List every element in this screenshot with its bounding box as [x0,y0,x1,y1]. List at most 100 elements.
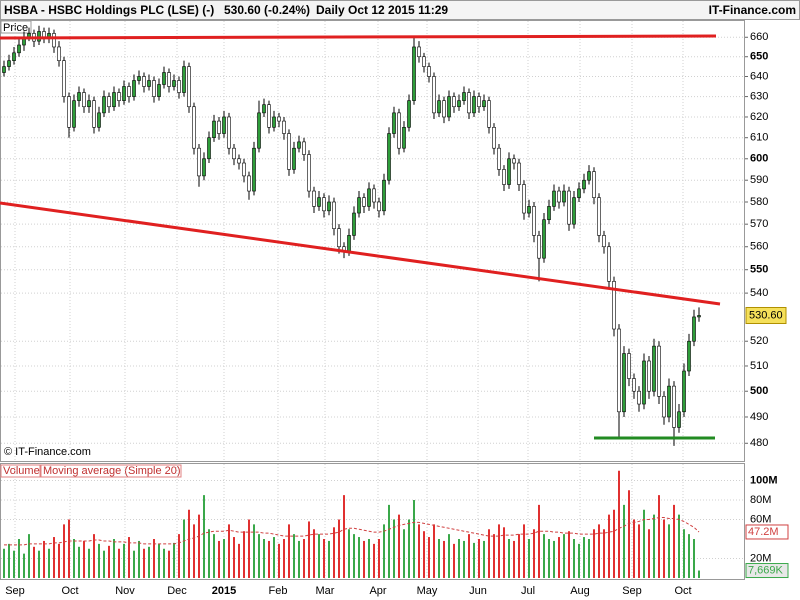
volume-bar [508,539,510,578]
volume-bar [228,524,230,578]
candle-body [632,378,636,392]
candle-body [672,385,676,428]
last-value-label: 7,669K [748,564,784,576]
volume-bar [388,504,390,578]
volume-bar [283,539,285,578]
volume-bar [128,537,130,578]
volume-bar [543,534,545,578]
candle-body [272,116,276,128]
candle-body [567,190,571,225]
volume-bar [98,543,100,578]
y-tick-label: 650 [750,51,768,63]
volume-bar [498,524,500,578]
candle-body [102,96,106,114]
candle-body [217,120,221,134]
x-tick-label: Feb [269,585,288,597]
candle-body [57,46,61,61]
volume-bar [83,540,85,578]
candle-body [72,100,76,128]
candle-body [307,154,311,192]
x-tick-label: Oct [674,585,691,597]
volume-bar [293,534,295,578]
candle-body [167,72,171,87]
resistance-line [0,34,717,40]
candle-body [267,104,271,128]
candle-body [537,235,541,259]
y-tick-label: 490 [750,411,768,423]
volume-bar [483,540,485,578]
candle-body [407,100,411,128]
candle-body [87,100,91,108]
candle-body [227,116,231,149]
candle-body [237,158,241,164]
volume-bar [563,534,565,578]
candle-body [392,112,396,134]
volume-bar [518,534,520,578]
candle-body [92,100,96,128]
volume-bar [443,540,445,578]
volume-bar [668,524,670,578]
volume-bar [183,519,185,578]
candle-body [467,92,471,114]
volume-bar [653,514,655,578]
volume-bar [673,504,675,578]
volume-bar [328,540,330,578]
y-tick-label: 60M [750,513,771,525]
volume-bar [173,542,175,578]
volume-bar [458,539,460,578]
volume-bar [618,470,620,578]
candle-body [627,353,631,379]
candle-body [517,162,521,185]
price-panel [0,20,745,462]
candle-body [397,112,401,149]
volume-bar [88,548,90,578]
candle-body [382,179,386,212]
volume-bar [358,537,360,578]
candle-body [7,60,11,67]
candle-body [592,171,596,198]
candle-body [657,345,661,397]
legend-entry: Volume [3,465,40,477]
copyright: © IT-Finance.com [4,446,91,458]
volume-bar [93,534,95,578]
volume-bar [663,519,665,578]
candle-body [302,141,306,155]
candle-body [587,171,591,181]
volume-bar [148,546,150,578]
volume-bar [68,519,70,578]
volume-bar [313,529,315,578]
volume-bar [308,521,310,578]
candle-body [197,147,201,177]
y-tick-label: 540 [750,287,768,299]
volume-bar [503,527,505,578]
candle-body [472,96,476,114]
volume-bar [298,540,300,578]
site: IT-Finance.com [709,3,796,17]
volume-bar [688,534,690,578]
last-value-label: 47.2M [748,526,779,538]
candle-body [532,206,536,236]
volume-bar [468,534,470,578]
candle-body [347,235,351,252]
y-tick-label: 630 [750,90,768,102]
volume-bar [393,519,395,578]
candle-body [82,92,86,108]
volume-bar [413,500,415,578]
y-tick-label: 600 [750,153,768,165]
trend-line [0,201,721,306]
volume-bar [643,509,645,578]
candle-body [432,76,436,114]
candle-body [522,184,526,214]
volume-bar [238,543,240,578]
volume-bar [403,529,405,578]
candle-body [282,120,286,134]
volume-bar [353,534,355,578]
volume-bar [48,548,50,578]
volume-bar [408,519,410,578]
last-value-box [745,563,789,579]
volume-bar [158,543,160,578]
candle-body [332,201,336,229]
volume-bar [278,543,280,578]
legend-entry: Moving average (Simple 20) [43,465,181,477]
